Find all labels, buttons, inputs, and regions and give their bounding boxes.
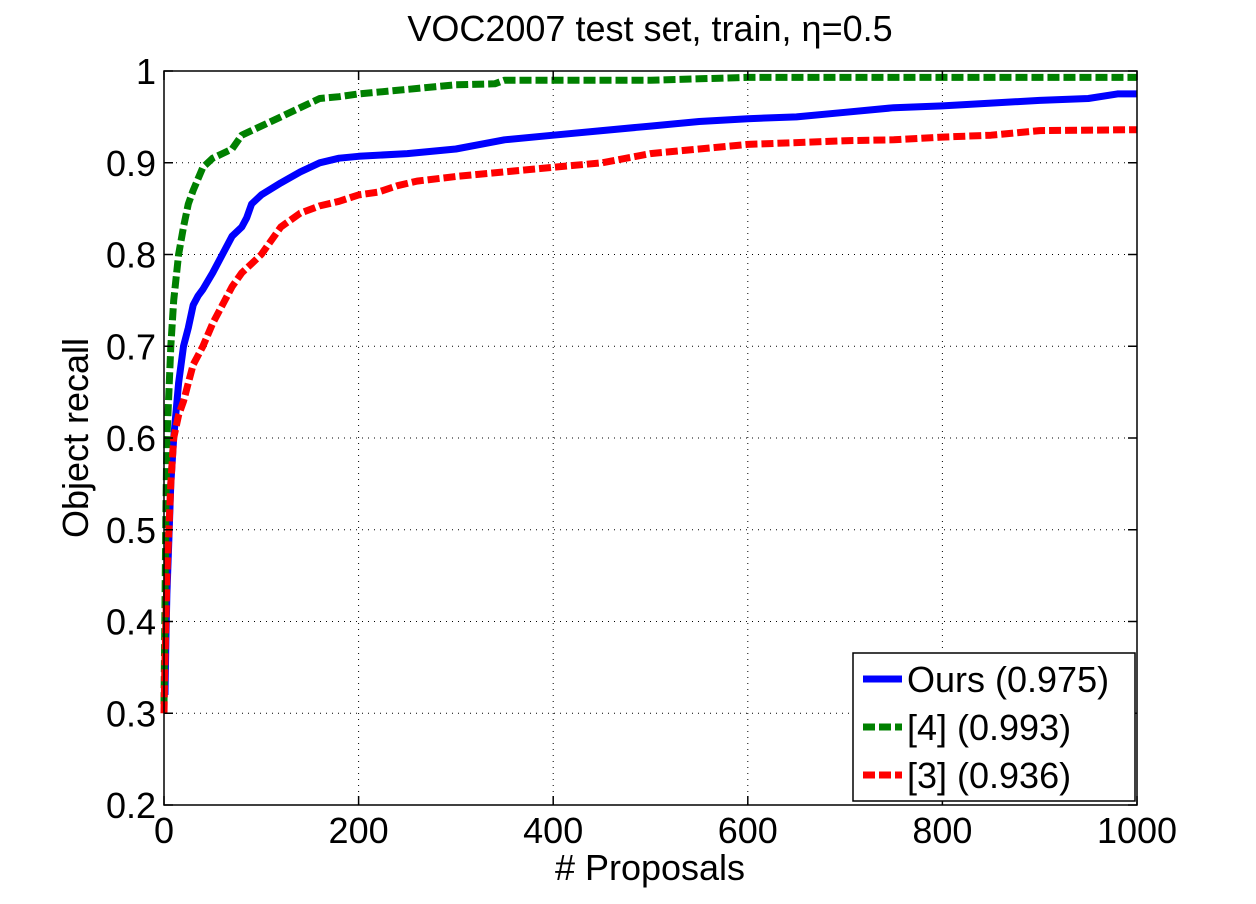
y-tick-label: 0.3 xyxy=(106,693,156,734)
legend-label: [3] (0.936) xyxy=(907,755,1071,796)
x-tick-label: 800 xyxy=(912,810,972,851)
series-lines xyxy=(160,73,1138,714)
y-tick-label: 0.5 xyxy=(106,510,156,551)
x-axis-label: # Proposals xyxy=(555,847,745,888)
axis-ticks: 0 200 400 600 800 1000 0.2 0.3 0.4 0.5 0.6 0.7 0.8 0.… xyxy=(106,51,1177,851)
x-tick-label: 1000 xyxy=(1097,810,1177,851)
series-line-3 xyxy=(160,126,1138,714)
x-tick-label: 600 xyxy=(718,810,778,851)
series-line-ours xyxy=(161,90,1137,695)
y-tick-label: 0.6 xyxy=(106,418,156,459)
legend-label: Ours (0.975) xyxy=(907,659,1109,700)
y-tick-label: 0.7 xyxy=(106,326,156,367)
y-tick-label: 0.2 xyxy=(106,785,156,826)
y-tick-label: 1 xyxy=(136,51,156,92)
y-tick-label: 0.9 xyxy=(106,143,156,184)
y-tick-label: 0.4 xyxy=(106,602,156,643)
chart-title: VOC2007 test set, train, η=0.5 xyxy=(407,8,892,49)
y-axis-label: Object recall xyxy=(55,338,96,538)
series-line-4 xyxy=(160,73,1137,705)
legend: Ours (0.975) [4] (0.993) [3] (0.936) xyxy=(852,652,1136,802)
x-tick-label: 0 xyxy=(154,810,174,851)
x-tick-label: 200 xyxy=(329,810,389,851)
y-tick-label: 0.8 xyxy=(106,235,156,276)
legend-label: [4] (0.993) xyxy=(907,707,1071,748)
x-tick-label: 400 xyxy=(523,810,583,851)
